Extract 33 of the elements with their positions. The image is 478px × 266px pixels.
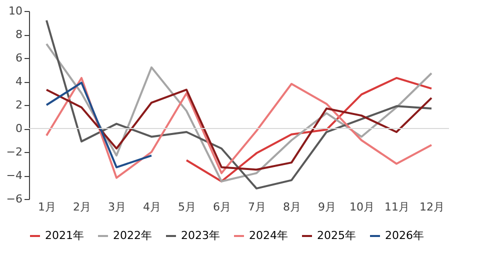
x-tick-label: 11月 bbox=[384, 200, 410, 214]
legend-label: 2026年 bbox=[385, 229, 424, 242]
y-tick-label: −4 bbox=[6, 169, 22, 182]
line-series bbox=[46, 19, 432, 190]
legend-label: 2022年 bbox=[113, 229, 152, 242]
x-tick-label: 3月 bbox=[108, 200, 126, 214]
line-series bbox=[46, 82, 152, 168]
line-series bbox=[46, 76, 432, 179]
legend-label: 2021年 bbox=[45, 229, 84, 242]
line-series bbox=[46, 88, 432, 171]
x-tick-label: 6月 bbox=[213, 200, 231, 214]
x-tick-label: 7月 bbox=[248, 200, 266, 214]
y-tick-label: 8 bbox=[16, 28, 22, 41]
x-tick-label: 1月 bbox=[38, 200, 56, 214]
x-tick-label: 5月 bbox=[178, 200, 196, 214]
y-tick-label: 2 bbox=[16, 98, 22, 112]
legend-label: 2025年 bbox=[317, 229, 356, 242]
legend-label: 2024年 bbox=[249, 229, 288, 242]
y-tick-label: 6 bbox=[16, 52, 22, 64]
line-series bbox=[186, 76, 432, 182]
y-tick-label: −2 bbox=[6, 146, 22, 158]
x-tick-label: 2月 bbox=[73, 200, 91, 214]
y-tick-label: 0 bbox=[16, 122, 22, 135]
y-tick-label: −6 bbox=[6, 192, 22, 206]
x-tick-label: 4月 bbox=[143, 200, 161, 214]
line-series bbox=[46, 42, 432, 182]
x-tick-label: 12月 bbox=[420, 200, 444, 214]
legend-label: 2023年 bbox=[181, 229, 220, 242]
x-tick-label: 9月 bbox=[318, 200, 336, 214]
y-tick-label: 10 bbox=[8, 4, 22, 18]
x-tick-label: 8月 bbox=[283, 200, 301, 214]
y-tick-label: 4 bbox=[16, 75, 22, 88]
x-tick-label: 10月 bbox=[350, 200, 374, 214]
